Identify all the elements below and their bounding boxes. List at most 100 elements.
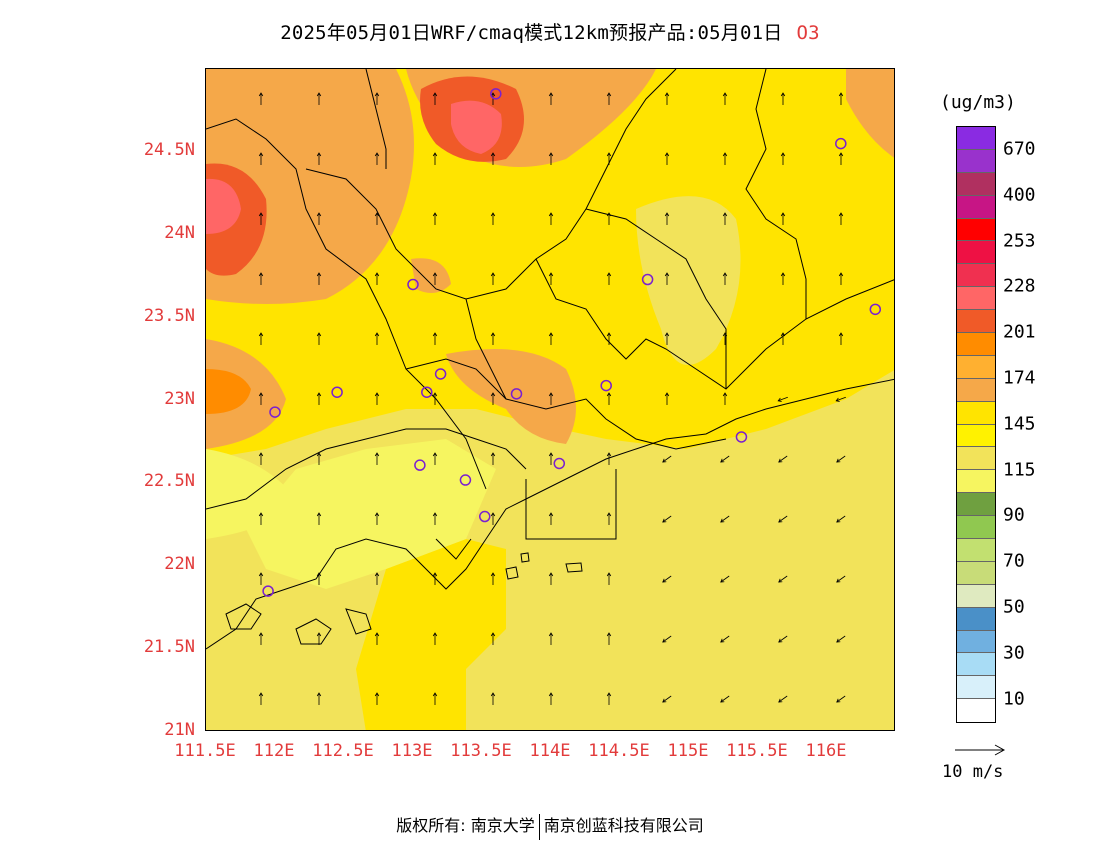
wind-arrow <box>778 695 788 703</box>
legend-swatch <box>957 447 995 471</box>
wind-arrow <box>722 392 728 405</box>
station-marker <box>331 386 343 398</box>
wind-arrow <box>548 212 554 225</box>
wind-arrow <box>780 152 786 165</box>
field-228-west <box>206 178 241 234</box>
wind-arrow <box>374 272 380 285</box>
wind-arrow <box>836 695 846 703</box>
wind-arrow <box>606 512 612 525</box>
wind-arrow <box>548 332 554 345</box>
wind-arrow <box>720 455 730 463</box>
legend-label: 228 <box>1003 275 1036 297</box>
legend-swatch <box>957 355 995 379</box>
wind-arrow <box>316 572 322 585</box>
wind-arrow <box>662 455 672 463</box>
wind-arrow <box>432 152 438 165</box>
legend-swatch <box>957 172 995 196</box>
legend-swatch <box>957 378 995 402</box>
lon-tick-label: 114E <box>529 741 571 761</box>
lat-tick-label: 24N <box>164 222 195 243</box>
station-marker <box>490 88 502 100</box>
legend-swatch <box>957 310 995 334</box>
wind-arrow <box>432 272 438 285</box>
wind-arrow <box>780 272 786 285</box>
wind-arrow <box>780 332 786 345</box>
wind-arrow <box>720 575 730 583</box>
wind-arrow <box>720 695 730 703</box>
station-marker <box>835 137 847 150</box>
wind-arrow <box>374 692 380 705</box>
wind-arrow <box>606 452 612 465</box>
legend-label: 253 <box>1003 230 1036 251</box>
wind-arrow <box>374 632 380 645</box>
wind-reference-arrow <box>955 744 1006 756</box>
lon-tick-label: 111.5E <box>174 741 236 761</box>
legend-units: (ug/m3) <box>940 92 1016 113</box>
lat-tick-label: 24.5N <box>143 139 195 160</box>
wind-arrow <box>838 272 844 285</box>
wind-arrow <box>606 152 612 165</box>
wind-arrow <box>778 575 788 583</box>
lon-tick-label: 115.5E <box>726 741 788 761</box>
wind-arrow <box>316 212 322 225</box>
station-marker <box>510 388 523 400</box>
wind-arrow <box>490 572 496 585</box>
lat-tick-label: 23.5N <box>143 305 195 326</box>
wind-arrow <box>778 515 788 523</box>
wind-arrow <box>664 392 670 405</box>
field-145-south <box>356 539 506 730</box>
lon-tick-label: 112E <box>253 741 295 761</box>
legend-label: 30 <box>1003 642 1025 664</box>
legend-label: 90 <box>1003 504 1025 526</box>
legend-label: 400 <box>1003 184 1036 206</box>
wind-arrow <box>258 92 264 105</box>
wind-arrow <box>606 332 612 345</box>
wind-arrow <box>490 512 496 525</box>
wind-arrow <box>432 572 438 585</box>
wind-arrow <box>316 392 322 405</box>
station-marker <box>869 303 882 316</box>
lat-tick-label: 23N <box>164 388 195 409</box>
wind-arrow <box>838 332 844 345</box>
monitoring-stations <box>262 88 882 597</box>
legend-swatch <box>957 493 995 517</box>
station-marker <box>553 457 566 470</box>
legend-swatch <box>957 584 995 608</box>
station-marker <box>421 386 433 398</box>
company-text: 南京创蓝科技有限公司 <box>543 816 704 835</box>
wind-arrow <box>722 152 728 165</box>
wind-reference-label: 10 m/s <box>942 762 1004 782</box>
legend-label: 50 <box>1003 596 1025 618</box>
wind-arrow <box>374 392 380 405</box>
wind-arrow <box>722 212 728 225</box>
legend-swatch <box>957 241 995 265</box>
field-115-west <box>206 449 296 539</box>
wind-arrow <box>490 272 496 285</box>
wind-arrow <box>548 392 554 405</box>
field-228-north <box>451 100 502 154</box>
wind-arrow <box>258 152 264 165</box>
legend-swatch <box>957 401 995 425</box>
legend-swatch <box>957 195 995 219</box>
color-legend <box>956 126 996 724</box>
wind-arrow <box>316 332 322 345</box>
wind-arrow <box>778 455 788 463</box>
station-marker <box>459 474 472 486</box>
station-marker <box>262 585 274 597</box>
field-115-coastal <box>246 439 496 589</box>
wind-arrow <box>374 212 380 225</box>
wind-arrow <box>374 92 380 105</box>
wind-arrow <box>374 152 380 165</box>
legend-swatch <box>957 516 995 540</box>
wind-arrow <box>606 572 612 585</box>
station-marker <box>269 406 281 418</box>
wind-arrow <box>662 575 672 583</box>
station-marker <box>434 368 447 380</box>
wind-arrow <box>432 452 438 465</box>
wind-arrow <box>720 515 730 523</box>
wind-arrow <box>258 632 264 645</box>
lat-tick-label: 22N <box>164 554 195 575</box>
wind-arrow <box>316 92 322 105</box>
legend-label: 670 <box>1003 138 1036 160</box>
wind-arrow <box>258 272 264 285</box>
